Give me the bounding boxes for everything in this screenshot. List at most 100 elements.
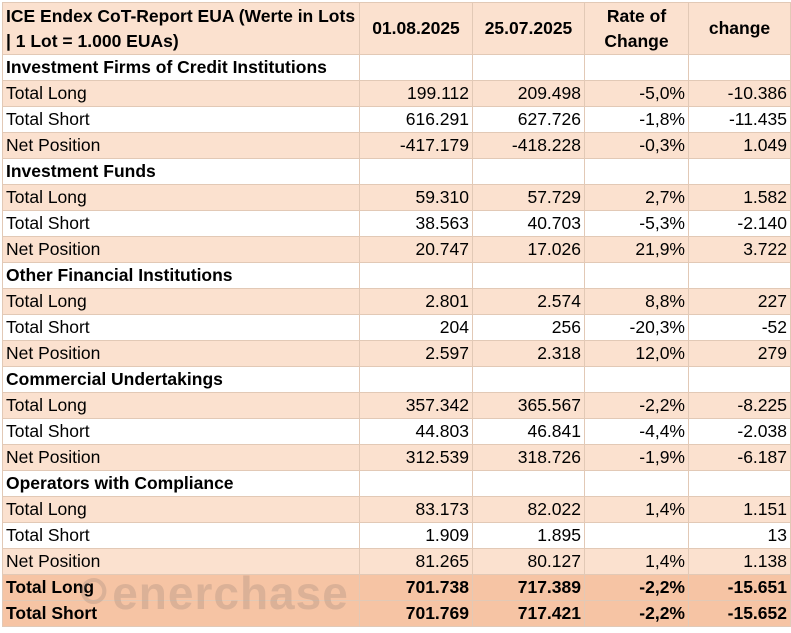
row-label: Total Short xyxy=(2,600,360,627)
change-value: 13 xyxy=(688,522,791,549)
table-row: Net Position 2.597 2.318 12,0% 279 xyxy=(2,340,791,367)
group-name: Other Financial Institutions xyxy=(2,262,360,289)
header-date-previous: 25.07.2025 xyxy=(472,2,585,55)
group-name: Operators with Compliance xyxy=(2,470,360,497)
group-header-row: Other Financial Institutions xyxy=(2,262,791,289)
change-value: -11.435 xyxy=(688,106,791,133)
value-previous: 717.389 xyxy=(472,574,585,601)
empty-cell xyxy=(584,262,689,289)
change-value: 1.138 xyxy=(688,548,791,575)
value-previous: 2.574 xyxy=(472,288,585,315)
rate-of-change: -2,2% xyxy=(584,392,689,419)
row-label: Total Long xyxy=(2,392,360,419)
header-row: ICE Endex CoT-Report EUA (Werte in Lots … xyxy=(2,2,791,55)
change-value: -2.140 xyxy=(688,210,791,237)
value-previous: 627.726 xyxy=(472,106,585,133)
row-label: Net Position xyxy=(2,444,360,471)
rate-of-change: 1,4% xyxy=(584,496,689,523)
empty-cell xyxy=(359,54,473,81)
value-current: 357.342 xyxy=(359,392,473,419)
table-row: Total Long 357.342 365.567 -2,2% -8.225 xyxy=(2,392,791,419)
group-header-row: Investment Firms of Credit Institutions xyxy=(2,54,791,81)
value-current: 701.769 xyxy=(359,600,473,627)
change-value: -15.652 xyxy=(688,600,791,627)
table-row: Net Position 20.747 17.026 21,9% 3.722 xyxy=(2,236,791,263)
empty-cell xyxy=(688,366,791,393)
table-row: Total Short 38.563 40.703 -5,3% -2.140 xyxy=(2,210,791,237)
empty-cell xyxy=(688,158,791,185)
total-row: Total Short 701.769 717.421 -2,2% -15.652 xyxy=(2,600,791,627)
table-row: Total Short 1.909 1.895 13 xyxy=(2,522,791,549)
value-current: -417.179 xyxy=(359,132,473,159)
table-row: Total Long 83.173 82.022 1,4% 1.151 xyxy=(2,496,791,523)
empty-cell xyxy=(584,366,689,393)
rate-of-change: -20,3% xyxy=(584,314,689,341)
value-previous: 80.127 xyxy=(472,548,585,575)
rate-of-change: 8,8% xyxy=(584,288,689,315)
table-title: ICE Endex CoT-Report EUA (Werte in Lots … xyxy=(2,2,360,55)
value-current: 701.738 xyxy=(359,574,473,601)
change-value: -6.187 xyxy=(688,444,791,471)
empty-cell xyxy=(472,158,585,185)
change-value: 1.151 xyxy=(688,496,791,523)
value-previous: 318.726 xyxy=(472,444,585,471)
row-label: Net Position xyxy=(2,340,360,367)
value-current: 199.112 xyxy=(359,80,473,107)
value-current: 2.597 xyxy=(359,340,473,367)
table-row: Total Long 199.112 209.498 -5,0% -10.386 xyxy=(2,80,791,107)
row-label: Net Position xyxy=(2,132,360,159)
rate-of-change: -2,2% xyxy=(584,574,689,601)
change-value: 279 xyxy=(688,340,791,367)
group-header-row: Operators with Compliance xyxy=(2,470,791,497)
change-value: -2.038 xyxy=(688,418,791,445)
table-row: Total Long 2.801 2.574 8,8% 227 xyxy=(2,288,791,315)
row-label: Net Position xyxy=(2,548,360,575)
row-label: Total Long xyxy=(2,288,360,315)
change-value: 3.722 xyxy=(688,236,791,263)
value-previous: 57.729 xyxy=(472,184,585,211)
table-row: Net Position 81.265 80.127 1,4% 1.138 xyxy=(2,548,791,575)
value-current: 59.310 xyxy=(359,184,473,211)
value-previous: 209.498 xyxy=(472,80,585,107)
rate-of-change: 21,9% xyxy=(584,236,689,263)
change-value: -15.651 xyxy=(688,574,791,601)
value-current: 81.265 xyxy=(359,548,473,575)
empty-cell xyxy=(584,470,689,497)
empty-cell xyxy=(472,470,585,497)
change-value: -8.225 xyxy=(688,392,791,419)
empty-cell xyxy=(359,366,473,393)
value-previous: 365.567 xyxy=(472,392,585,419)
row-label: Total Long xyxy=(2,184,360,211)
rate-of-change: -5,3% xyxy=(584,210,689,237)
total-row: Total Long 701.738 717.389 -2,2% -15.651 xyxy=(2,574,791,601)
value-previous: 256 xyxy=(472,314,585,341)
value-previous: 46.841 xyxy=(472,418,585,445)
value-previous: -418.228 xyxy=(472,132,585,159)
rate-of-change: 1,4% xyxy=(584,548,689,575)
header-change: change xyxy=(688,2,791,55)
group-name: Commercial Undertakings xyxy=(2,366,360,393)
value-current: 616.291 xyxy=(359,106,473,133)
table-row: Total Short 616.291 627.726 -1,8% -11.435 xyxy=(2,106,791,133)
header-rate-of-change: Rate of Change xyxy=(584,2,689,55)
value-previous: 1.895 xyxy=(472,522,585,549)
value-current: 1.909 xyxy=(359,522,473,549)
row-label: Total Short xyxy=(2,418,360,445)
value-current: 38.563 xyxy=(359,210,473,237)
value-current: 204 xyxy=(359,314,473,341)
row-label: Total Short xyxy=(2,210,360,237)
rate-of-change: -5,0% xyxy=(584,80,689,107)
empty-cell xyxy=(584,158,689,185)
value-current: 44.803 xyxy=(359,418,473,445)
row-label: Total Long xyxy=(2,80,360,107)
table-row: Total Short 44.803 46.841 -4,4% -2.038 xyxy=(2,418,791,445)
row-label: Net Position xyxy=(2,236,360,263)
value-previous: 717.421 xyxy=(472,600,585,627)
value-current: 312.539 xyxy=(359,444,473,471)
value-current: 2.801 xyxy=(359,288,473,315)
rate-of-change: -0,3% xyxy=(584,132,689,159)
value-current: 83.173 xyxy=(359,496,473,523)
table-row: Total Short 204 256 -20,3% -52 xyxy=(2,314,791,341)
empty-cell xyxy=(688,262,791,289)
